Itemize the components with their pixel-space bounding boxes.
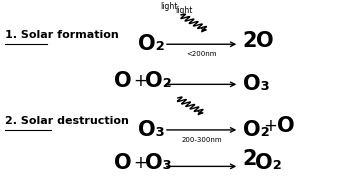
Text: O: O — [114, 153, 132, 173]
Text: O₂: O₂ — [255, 153, 282, 173]
Text: 1. Solar formation: 1. Solar formation — [5, 30, 119, 40]
Text: +: + — [133, 72, 147, 90]
Text: O: O — [256, 31, 274, 51]
Text: 2: 2 — [243, 31, 257, 51]
Text: light: light — [175, 6, 193, 15]
Text: O₃: O₃ — [145, 153, 172, 173]
Text: 2. Solar destruction: 2. Solar destruction — [5, 116, 129, 126]
Text: O₂: O₂ — [138, 34, 165, 54]
Text: +: + — [133, 154, 147, 172]
Text: O₃: O₃ — [243, 74, 269, 94]
Text: +: + — [263, 117, 277, 135]
Text: <200nm: <200nm — [186, 51, 217, 57]
Text: 200-300nm: 200-300nm — [181, 137, 222, 143]
Text: O₃: O₃ — [138, 120, 165, 140]
Text: O: O — [277, 116, 295, 136]
Text: 2: 2 — [243, 149, 257, 169]
Text: O₂: O₂ — [243, 120, 269, 140]
Text: light: light — [160, 2, 178, 11]
Text: O₂: O₂ — [145, 71, 172, 91]
Text: O: O — [114, 71, 132, 91]
